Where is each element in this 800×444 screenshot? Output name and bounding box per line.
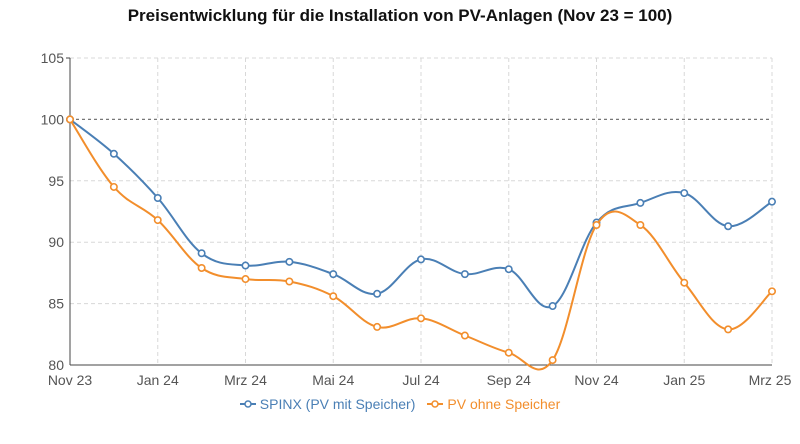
y-tick-label: 80 [48,357,64,373]
legend-marker [239,400,256,408]
data-point [767,197,776,206]
data-point [460,331,469,340]
x-tick-label: Jul 24 [402,372,440,388]
legend-item-1[interactable]: SPINX (PV mit Speicher) [239,396,416,412]
x-tick-label: Mai 24 [312,372,354,388]
data-point [66,115,75,124]
data-point [680,278,689,287]
data-point [109,149,118,158]
x-tick-label: Nov 23 [48,372,93,388]
data-point [680,189,689,198]
data-point [373,289,382,298]
data-point [767,287,776,296]
data-point [329,270,338,279]
x-tick-label: Jan 24 [137,372,179,388]
x-tick-label: Sep 24 [487,372,532,388]
data-point [460,270,469,279]
x-tick-label: Jan 25 [663,372,705,388]
data-point [241,261,250,270]
data-point [197,249,206,258]
data-point [724,325,733,334]
data-point [636,221,645,230]
x-tick-label: Mrz 24 [224,372,267,388]
data-point [416,255,425,264]
legend-item-2[interactable]: PV ohne Speicher [427,396,560,412]
data-point [636,198,645,207]
data-point [153,193,162,202]
x-tick-label: Mrz 25 [749,372,792,388]
chart-title: Preisentwicklung für die Installation vo… [127,6,673,25]
y-tick-label: 85 [48,296,64,312]
y-tick-label: 105 [41,50,65,66]
legend-label: PV ohne Speicher [447,396,561,412]
data-point [285,277,294,286]
data-point [504,348,513,357]
chart-legend: SPINX (PV mit Speicher) PV ohne Speicher [0,396,800,412]
y-tick-label: 100 [41,111,65,127]
data-point [724,222,733,231]
x-tick-label: Nov 24 [574,372,619,388]
data-point [197,263,206,272]
data-point [592,221,601,230]
y-tick-label: 90 [48,234,64,250]
y-tick-label: 95 [48,173,64,189]
data-point [109,182,118,191]
data-point [241,275,250,284]
data-point [329,292,338,301]
legend-label: SPINX (PV mit Speicher) [259,396,416,412]
data-point [548,302,557,311]
data-point [416,314,425,323]
data-point [504,265,513,274]
data-point [153,216,162,225]
data-point [548,356,557,365]
legend-marker [427,400,444,408]
data-point [285,257,294,266]
data-point [373,322,382,331]
series-line-2 [69,118,773,371]
